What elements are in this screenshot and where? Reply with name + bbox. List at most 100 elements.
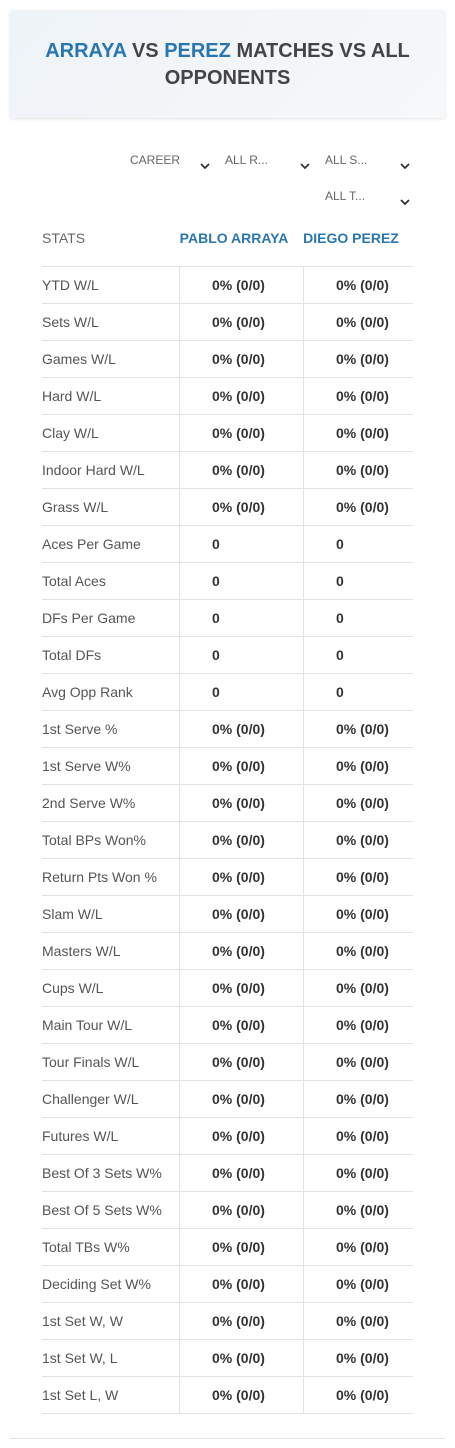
stat-value: 0 bbox=[336, 536, 344, 552]
stat-label: YTD W/L bbox=[42, 277, 99, 293]
column-header[interactable]: PABLO ARRAYA bbox=[179, 230, 289, 246]
stat-label: Tour Finals W/L bbox=[42, 1054, 140, 1070]
stat-value: 0% (0/0) bbox=[336, 758, 389, 774]
chevron-icon bbox=[400, 199, 410, 206]
row-divider bbox=[42, 1006, 413, 1007]
stat-value: 0% (0/0) bbox=[212, 388, 265, 404]
row-divider bbox=[42, 710, 413, 711]
stat-value: 0% (0/0) bbox=[212, 1350, 265, 1366]
title-rest: MATCHES VS ALL OPPONENTS bbox=[164, 40, 410, 89]
stat-value: 0 bbox=[212, 684, 220, 700]
stat-value: 0% (0/0) bbox=[212, 869, 265, 885]
row-divider bbox=[42, 895, 413, 896]
stat-value: 0% (0/0) bbox=[336, 1054, 389, 1070]
chevron-icon bbox=[200, 163, 210, 170]
dropdown-chevron bbox=[400, 193, 410, 211]
stat-label: Total BPs Won% bbox=[42, 832, 147, 848]
stat-value: 0% (0/0) bbox=[336, 1276, 389, 1292]
column-header: STATS bbox=[42, 230, 86, 246]
row-divider bbox=[42, 1154, 413, 1155]
stat-value: 0% (0/0) bbox=[336, 314, 389, 330]
stat-value: 0 bbox=[336, 684, 344, 700]
stat-value: 0% (0/0) bbox=[336, 425, 389, 441]
row-divider bbox=[42, 932, 413, 933]
stat-value: 0% (0/0) bbox=[336, 1387, 389, 1403]
stat-label: DFs Per Game bbox=[42, 610, 136, 626]
stat-label: 1st Set W, W bbox=[42, 1313, 123, 1329]
row-divider bbox=[42, 1413, 413, 1414]
stat-value: 0% (0/0) bbox=[336, 1202, 389, 1218]
stat-value: 0% (0/0) bbox=[336, 1091, 389, 1107]
stat-value: 0% (0/0) bbox=[212, 1128, 265, 1144]
row-divider bbox=[42, 340, 413, 341]
row-divider bbox=[42, 1376, 413, 1377]
stat-value: 0% (0/0) bbox=[212, 906, 265, 922]
chevron-icon bbox=[300, 163, 310, 170]
row-divider bbox=[42, 1080, 413, 1081]
stat-value: 0% (0/0) bbox=[212, 832, 265, 848]
stat-label: Slam W/L bbox=[42, 906, 103, 922]
stat-value: 0 bbox=[336, 610, 344, 626]
stat-value: 0% (0/0) bbox=[212, 1091, 265, 1107]
filter-dropdown[interactable]: ALL S... bbox=[325, 153, 368, 167]
row-divider bbox=[42, 636, 413, 637]
stat-label: Clay W/L bbox=[42, 425, 99, 441]
stat-value: 0% (0/0) bbox=[336, 388, 389, 404]
stat-value: 0% (0/0) bbox=[212, 1313, 265, 1329]
row-divider bbox=[42, 784, 413, 785]
stat-value: 0% (0/0) bbox=[212, 499, 265, 515]
stat-value: 0% (0/0) bbox=[212, 1387, 265, 1403]
row-divider bbox=[42, 562, 413, 563]
stat-value: 0% (0/0) bbox=[336, 795, 389, 811]
row-divider bbox=[42, 377, 413, 378]
stat-value: 0% (0/0) bbox=[336, 462, 389, 478]
stat-label: 1st Serve W% bbox=[42, 758, 131, 774]
stat-value: 0% (0/0) bbox=[212, 943, 265, 959]
stat-label: Grass W/L bbox=[42, 499, 109, 515]
stat-label: Challenger W/L bbox=[42, 1091, 139, 1107]
stat-value: 0% (0/0) bbox=[212, 425, 265, 441]
dropdown-chevron bbox=[400, 157, 410, 175]
stat-value: 0% (0/0) bbox=[336, 832, 389, 848]
stat-value: 0% (0/0) bbox=[336, 277, 389, 293]
chevron-icon bbox=[400, 163, 410, 170]
stat-value: 0% (0/0) bbox=[212, 1276, 265, 1292]
stat-value: 0% (0/0) bbox=[212, 462, 265, 478]
stat-label: Sets W/L bbox=[42, 314, 99, 330]
stat-value: 0% (0/0) bbox=[336, 1165, 389, 1181]
dropdown-chevron bbox=[200, 157, 210, 175]
row-divider bbox=[42, 525, 413, 526]
stat-label: Futures W/L bbox=[42, 1128, 119, 1144]
column-divider bbox=[303, 266, 304, 1413]
stat-label: Cups W/L bbox=[42, 980, 104, 996]
stat-label: Aces Per Game bbox=[42, 536, 141, 552]
vs: VS bbox=[131, 40, 159, 62]
stat-value: 0% (0/0) bbox=[212, 758, 265, 774]
filter-dropdown[interactable]: ALL T... bbox=[325, 189, 366, 203]
row-divider bbox=[42, 599, 413, 600]
row-divider bbox=[42, 969, 413, 970]
stat-value: 0 bbox=[212, 536, 220, 552]
stat-value: 0% (0/0) bbox=[336, 980, 389, 996]
filter-dropdown[interactable]: CAREER bbox=[130, 153, 181, 167]
stat-value: 0% (0/0) bbox=[336, 721, 389, 737]
stat-value: 0% (0/0) bbox=[336, 943, 389, 959]
stat-value: 0 bbox=[212, 610, 220, 626]
row-divider bbox=[42, 451, 413, 452]
column-header[interactable]: DIEGO PEREZ bbox=[303, 230, 399, 246]
stat-value: 0% (0/0) bbox=[336, 1313, 389, 1329]
row-divider bbox=[42, 488, 413, 489]
stat-label: 1st Set W, L bbox=[42, 1350, 118, 1366]
stat-label: Return Pts Won % bbox=[42, 869, 157, 885]
player1-link[interactable]: ARRAYA bbox=[45, 40, 127, 62]
stat-value: 0% (0/0) bbox=[336, 351, 389, 367]
stat-label: 1st Set L, W bbox=[42, 1387, 119, 1403]
row-divider bbox=[42, 1043, 413, 1044]
stat-label: Best Of 5 Sets W% bbox=[42, 1202, 162, 1218]
filter-dropdown[interactable]: ALL R... bbox=[225, 153, 268, 167]
stat-value: 0% (0/0) bbox=[336, 1128, 389, 1144]
stat-value: 0% (0/0) bbox=[212, 1202, 265, 1218]
player2-link[interactable]: PEREZ bbox=[164, 40, 231, 62]
row-divider bbox=[42, 1339, 413, 1340]
